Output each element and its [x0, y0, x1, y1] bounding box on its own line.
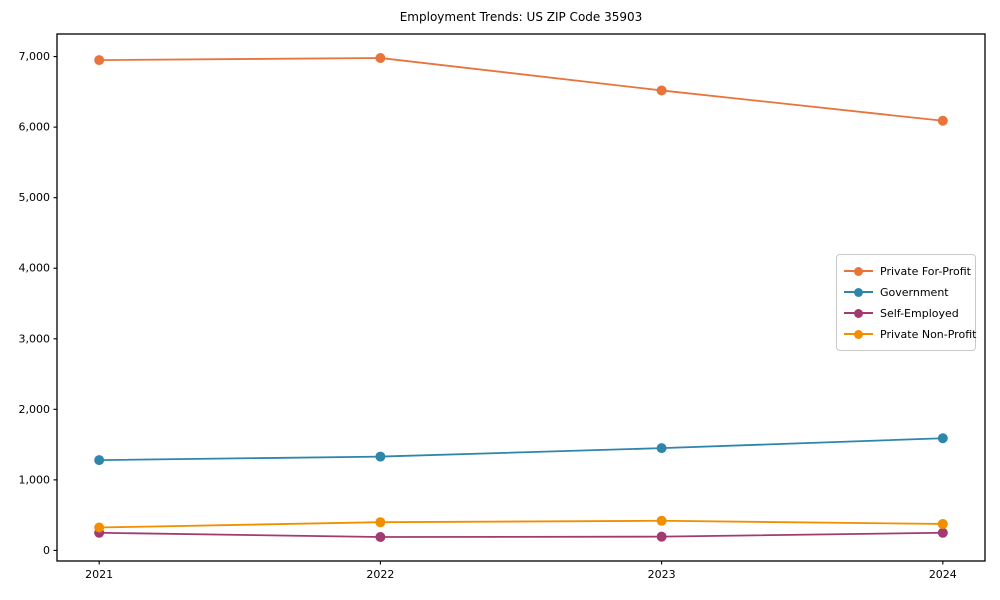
legend-item-private-for-profit: Private For-Profit: [844, 261, 971, 281]
data-point-government-2023: [656, 443, 667, 454]
series-line-private-non-profit: [99, 519, 943, 529]
data-point-government-2021: [94, 455, 105, 466]
x-tick-label: 2022: [366, 568, 394, 581]
data-point-government-2022: [375, 451, 386, 462]
chart-title: Employment Trends: US ZIP Code 35903: [399, 10, 643, 24]
legend-label: Self-Employed: [880, 306, 959, 320]
data-point-private-for-profit-2023: [656, 85, 667, 96]
legend-label: Private Non-Profit: [880, 327, 977, 341]
data-point-private-for-profit-2024: [937, 115, 948, 126]
legend-marker-self-employed: [844, 308, 873, 318]
axes-box: [56, 33, 986, 562]
data-point-self-employed-2024: [937, 527, 948, 538]
legend-dot-icon: [854, 329, 863, 339]
y-tick-label: 3,000: [19, 332, 51, 345]
series-line-private-for-profit: [99, 57, 943, 122]
legend-item-self-employed: Self-Employed: [844, 303, 968, 323]
y-tick-label: 6,000: [19, 121, 51, 134]
y-tick-label: 5,000: [19, 191, 51, 204]
legend-dot-icon: [854, 308, 863, 318]
legend-dot-icon: [854, 266, 863, 276]
legend: Private For-Profit Government Self-Emplo…: [836, 254, 976, 351]
data-point-self-employed-2022: [375, 532, 386, 543]
data-point-private-non-profit-2024: [937, 518, 948, 529]
data-point-private-non-profit-2022: [375, 517, 386, 528]
series-line-self-employed: [99, 531, 943, 538]
y-tick-label: 0: [43, 544, 50, 557]
legend-item-government: Government: [844, 282, 968, 302]
x-tick-label: 2021: [85, 568, 113, 581]
y-tick-label: 1,000: [19, 473, 51, 486]
data-point-self-employed-2023: [656, 531, 667, 542]
data-point-government-2024: [937, 433, 948, 444]
y-tick-label: 7,000: [19, 50, 51, 63]
x-tick-label: 2023: [648, 568, 676, 581]
legend-marker-government: [844, 287, 873, 297]
series-line-government: [99, 437, 943, 462]
legend-marker-private-non-profit: [844, 329, 873, 339]
legend-label: Private For-Profit: [880, 264, 971, 278]
data-point-private-for-profit-2022: [375, 52, 386, 63]
legend-dot-icon: [854, 287, 863, 297]
data-point-private-non-profit-2021: [94, 522, 105, 533]
legend-marker-private-for-profit: [844, 266, 873, 276]
data-point-private-for-profit-2021: [94, 55, 105, 66]
x-tick-label: 2024: [929, 568, 957, 581]
y-tick-label: 2,000: [19, 403, 51, 416]
legend-item-private-non-profit: Private Non-Profit: [844, 324, 976, 344]
data-point-private-non-profit-2023: [656, 515, 667, 526]
y-tick-label: 4,000: [19, 262, 51, 275]
legend-label: Government: [880, 285, 949, 299]
